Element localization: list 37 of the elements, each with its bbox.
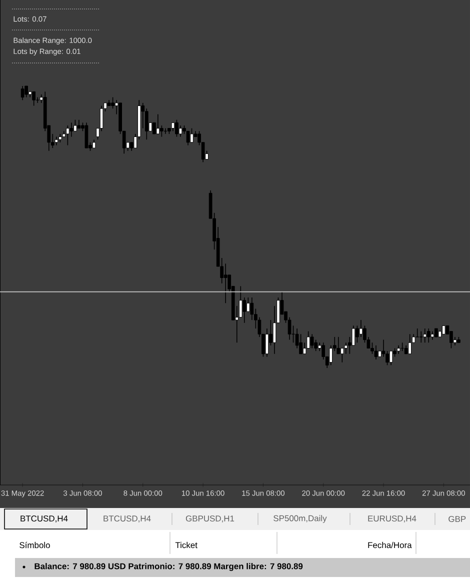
candlestick: [178, 125, 182, 138]
candlestick: [426, 328, 430, 343]
text: Balance: 7 980.89 USD Patrimonio: 7 980.89 Margen libre: 7 980.89: [34, 563, 303, 571]
text: BTCUSD,H4: [104, 516, 151, 522]
candlestick: [250, 297, 254, 320]
candlestick: [20, 86, 24, 100]
candlestick: [224, 263, 228, 304]
candlestick: [70, 122, 74, 138]
candlestick: [175, 119, 178, 138]
candlestick: [423, 328, 427, 343]
candlestick: [242, 297, 246, 324]
text: GBPUSD,H1: [186, 516, 234, 522]
text: Símbolo: [20, 542, 50, 548]
text: Ticket: [175, 542, 198, 548]
text: SP500m,Daily: [274, 515, 327, 523]
candlestick: [190, 128, 194, 143]
candlestick: [389, 350, 393, 366]
candlestick: [160, 125, 164, 138]
candlestick: [24, 86, 28, 98]
text: BTCUSD,H4: [20, 516, 68, 522]
candlestick: [156, 114, 160, 134]
candlestick: [111, 96, 114, 109]
candlestick: [84, 122, 88, 148]
text: GBP: [448, 516, 466, 522]
text: EURUSD,H4: [368, 516, 416, 522]
candlestick: [265, 328, 269, 358]
candlestick: [310, 334, 314, 349]
candlestick: [246, 297, 250, 312]
text: Fecha/Hora: [368, 542, 412, 548]
candlestick: [374, 345, 378, 360]
candlestick: [419, 330, 423, 343]
candlestick: [359, 320, 363, 338]
candlestick: [66, 125, 70, 146]
candlestick: [336, 336, 340, 354]
candlestick: [408, 334, 412, 354]
candlestick: [344, 342, 348, 354]
candlestick: [32, 91, 36, 106]
